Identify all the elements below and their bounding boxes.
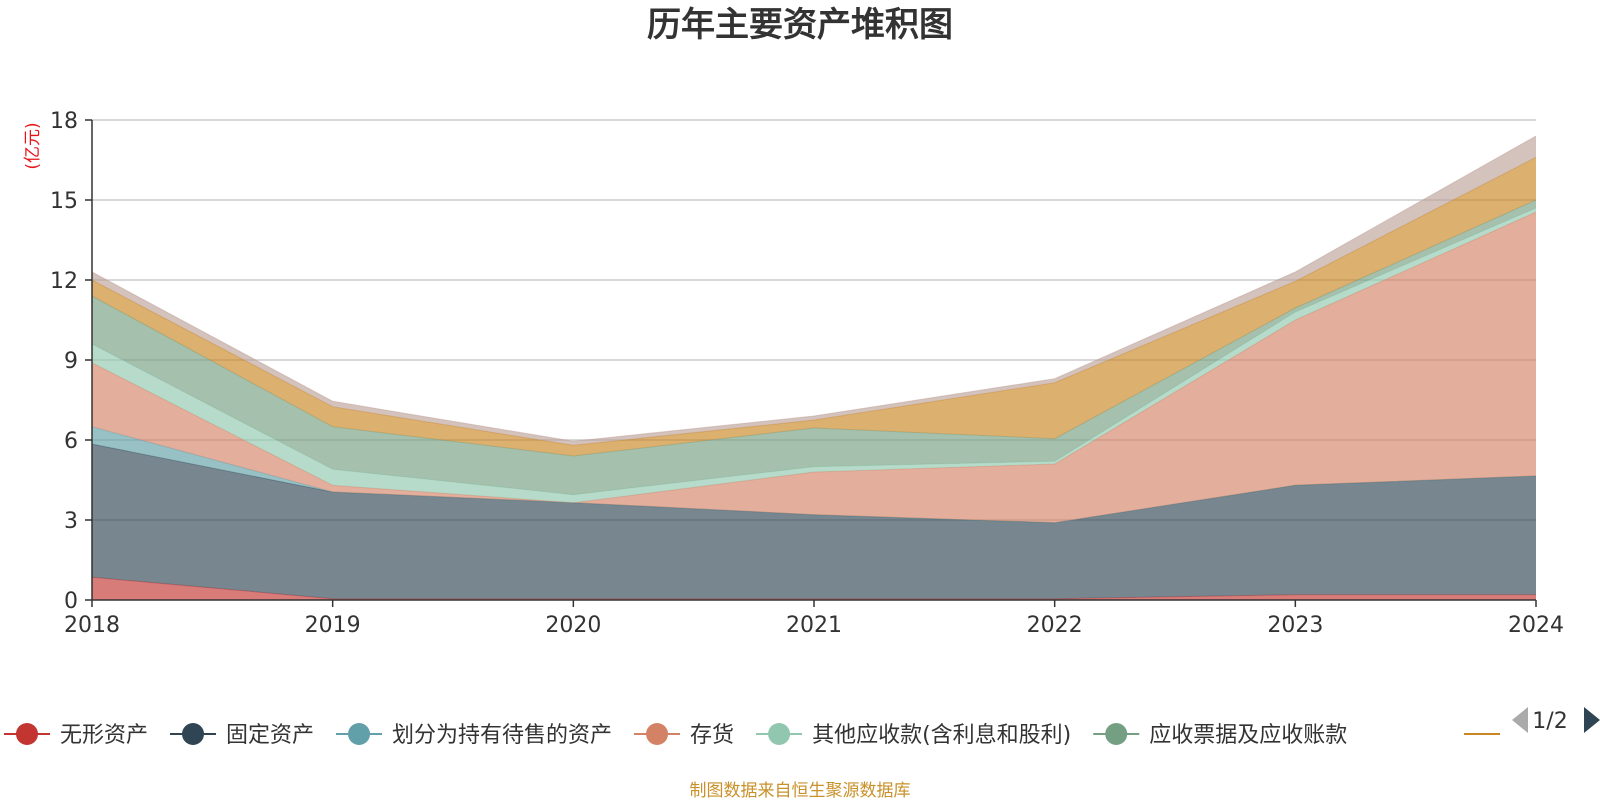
y-tick-label: 15 <box>50 189 78 214</box>
legend-label: 划分为持有待售的资产 <box>392 723 612 748</box>
legend-label: 无形资产 <box>60 723 148 748</box>
legend-pager: 1/2 <box>1512 707 1600 734</box>
y-tick-label: 0 <box>64 589 78 614</box>
legend-item-0[interactable]: 无形资产 <box>4 723 148 748</box>
legend-next-icon[interactable] <box>1584 707 1600 733</box>
y-tick-label: 3 <box>64 509 78 534</box>
x-tick-label: 2019 <box>305 613 361 638</box>
legend-marker <box>1105 723 1128 745</box>
legend-label: 固定资产 <box>226 723 314 748</box>
legend: 无形资产 固定资产 划分为持有待售的资产 存货 其他应收款(含利息和股利) 应收票据及应收… <box>4 723 1500 748</box>
x-tick-label: 2023 <box>1267 613 1323 638</box>
legend-label: 存货 <box>690 723 734 748</box>
legend-label: 其他应收款(含利息和股利) <box>812 723 1071 748</box>
legend-page-indicator: 1/2 <box>1532 709 1567 734</box>
y-tick-label: 9 <box>64 349 78 374</box>
legend-item-5[interactable]: 应收票据及应收账款 <box>1093 723 1347 748</box>
legend-prev-icon[interactable] <box>1512 707 1528 733</box>
chart-title: 历年主要资产堆积图 <box>647 5 953 45</box>
legend-item-4[interactable]: 其他应收款(含利息和股利) <box>756 723 1071 748</box>
x-tick-label: 2021 <box>786 613 842 638</box>
x-tick-label: 2020 <box>545 613 601 638</box>
legend-label: 应收票据及应收账款 <box>1149 723 1347 748</box>
legend-marker <box>16 723 38 745</box>
y-tick-label: 12 <box>50 269 78 294</box>
legend-item-1[interactable]: 固定资产 <box>170 723 314 748</box>
axes: 0 3 6 9 12 15 18 2018 2019 2020 2021 2022 2023 2024 <box>50 109 1564 638</box>
x-tick-label: 2018 <box>64 613 120 638</box>
legend-marker <box>348 723 371 745</box>
y-axis-unit: (亿元) <box>23 122 43 169</box>
x-tick-label: 2024 <box>1508 613 1564 638</box>
legend-marker <box>646 723 669 745</box>
y-tick-label: 18 <box>50 109 78 134</box>
data-source-footer: 制图数据来自恒生聚源数据库 <box>690 781 911 800</box>
area-1 <box>92 444 1536 599</box>
legend-item-3[interactable]: 存货 <box>634 723 734 748</box>
area-5 <box>92 200 1536 495</box>
area-0 <box>92 577 1536 600</box>
area-6 <box>92 157 1536 457</box>
area-line-7 <box>91 135 1537 442</box>
legend-item-2[interactable]: 划分为持有待售的资产 <box>336 723 612 748</box>
legend-marker <box>768 723 791 745</box>
y-tick-label: 6 <box>64 429 78 454</box>
area-3 <box>92 212 1536 523</box>
legend-marker <box>182 723 205 745</box>
x-tick-label: 2022 <box>1027 613 1083 638</box>
area-series <box>91 135 1537 600</box>
